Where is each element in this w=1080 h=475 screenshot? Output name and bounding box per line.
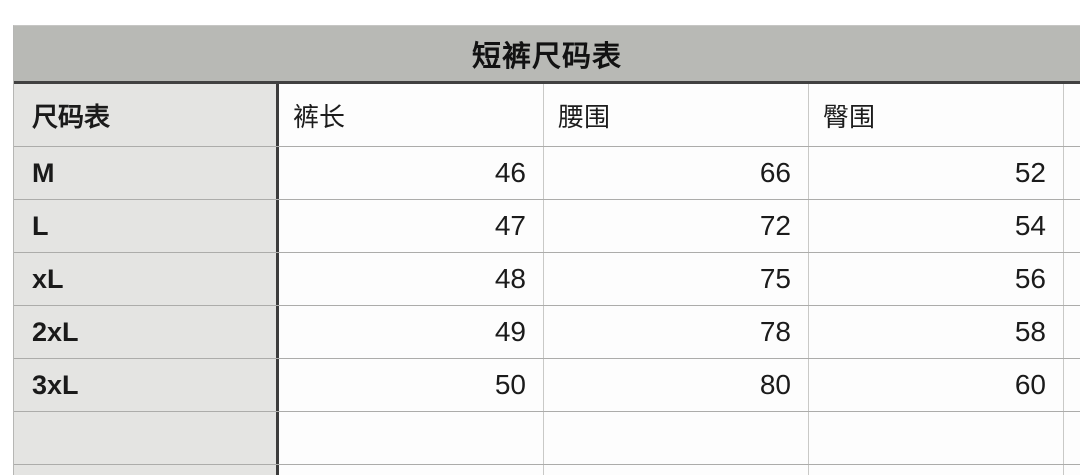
header-cell-length: 裤长 xyxy=(279,84,544,146)
spacer-cell xyxy=(1064,200,1080,252)
length-cell-empty xyxy=(279,465,544,475)
header-cell-spacer xyxy=(1064,84,1080,146)
waist-cell-empty xyxy=(544,412,809,464)
header-cell-waist: 腰围 xyxy=(544,84,809,146)
hip-cell-empty xyxy=(809,412,1064,464)
waist-cell-empty xyxy=(544,465,809,475)
spacer-cell xyxy=(1064,465,1080,475)
hip-cell: 60 xyxy=(809,359,1064,411)
empty-row xyxy=(14,412,1080,465)
length-cell-empty xyxy=(279,412,544,464)
size-cell: 3xL xyxy=(14,359,279,411)
hip-cell: 56 xyxy=(809,253,1064,305)
table-row: 2xL 49 78 58 xyxy=(14,306,1080,359)
header-cell-size: 尺码表 xyxy=(14,84,279,146)
table-title: 短裤尺码表 xyxy=(471,40,622,73)
spacer-cell xyxy=(1064,147,1080,199)
length-cell: 48 xyxy=(279,253,544,305)
size-cell-empty xyxy=(14,412,279,464)
length-cell: 46 xyxy=(279,147,544,199)
table-row: xL 48 75 56 xyxy=(14,253,1080,306)
waist-cell: 66 xyxy=(544,147,809,199)
spacer-cell xyxy=(1064,306,1080,358)
length-cell: 49 xyxy=(279,306,544,358)
hip-cell: 54 xyxy=(809,200,1064,252)
table-row: L 47 72 54 xyxy=(14,200,1080,253)
size-cell: xL xyxy=(14,253,279,305)
table-row: 3xL 50 80 60 xyxy=(14,359,1080,412)
table-row: M 46 66 52 xyxy=(14,147,1080,200)
hip-cell-empty xyxy=(809,465,1064,475)
waist-cell: 72 xyxy=(544,200,809,252)
spacer-cell xyxy=(1064,412,1080,464)
hip-cell: 58 xyxy=(809,306,1064,358)
waist-cell: 75 xyxy=(544,253,809,305)
length-cell: 47 xyxy=(279,200,544,252)
spacer-cell xyxy=(1064,253,1080,305)
waist-cell: 78 xyxy=(544,306,809,358)
spacer-cell xyxy=(1064,359,1080,411)
size-chart-table: 短裤尺码表 尺码表 裤长 腰围 臀围 M 46 66 52 L 47 72 54… xyxy=(13,25,1080,475)
empty-row-clipped xyxy=(14,465,1080,475)
header-cell-hip: 臀围 xyxy=(809,84,1064,146)
size-cell: L xyxy=(14,200,279,252)
length-cell: 50 xyxy=(279,359,544,411)
size-cell: 2xL xyxy=(14,306,279,358)
table-title-bar: 短裤尺码表 xyxy=(14,26,1080,84)
header-row: 尺码表 裤长 腰围 臀围 xyxy=(14,84,1080,147)
hip-cell: 52 xyxy=(809,147,1064,199)
size-cell: M xyxy=(14,147,279,199)
waist-cell: 80 xyxy=(544,359,809,411)
size-cell-empty xyxy=(14,465,279,475)
